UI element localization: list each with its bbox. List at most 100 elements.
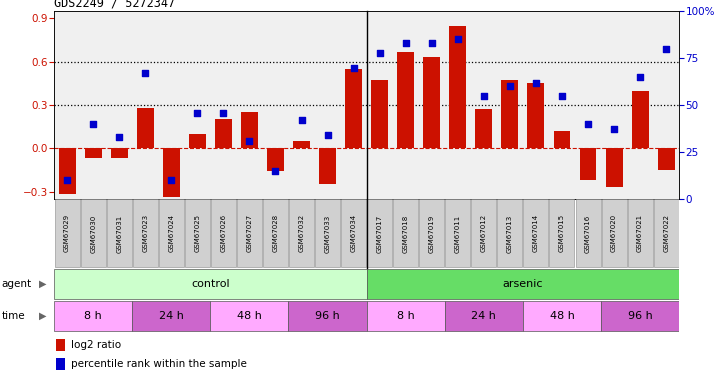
Point	[426, 40, 438, 46]
Point	[348, 64, 359, 70]
Point	[218, 110, 229, 116]
Bar	[627, 200, 653, 267]
Text: 48 h: 48 h	[237, 311, 262, 321]
Point	[452, 36, 464, 42]
Bar	[132, 301, 211, 331]
Text: GSM67017: GSM67017	[376, 214, 383, 253]
Bar	[341, 200, 366, 267]
Text: GSM67020: GSM67020	[611, 214, 617, 252]
Text: percentile rank within the sample: percentile rank within the sample	[71, 359, 247, 369]
Bar	[137, 108, 154, 148]
Bar	[267, 148, 284, 171]
Bar	[423, 57, 441, 148]
Bar	[54, 269, 366, 299]
Text: GSM67024: GSM67024	[168, 214, 174, 252]
Bar	[163, 148, 180, 197]
Bar	[501, 81, 518, 148]
Bar	[366, 301, 445, 331]
Text: GSM67023: GSM67023	[142, 214, 149, 252]
Bar	[319, 148, 336, 184]
Bar	[632, 91, 649, 148]
Bar	[263, 200, 288, 267]
Point	[504, 83, 516, 89]
Point	[296, 117, 307, 123]
Bar	[185, 200, 210, 267]
Bar	[367, 200, 392, 267]
Text: 96 h: 96 h	[315, 311, 340, 321]
Bar	[393, 200, 418, 267]
Bar	[606, 148, 622, 187]
Bar	[497, 200, 523, 267]
Bar	[523, 301, 601, 331]
Bar	[241, 112, 258, 148]
Text: 24 h: 24 h	[472, 311, 496, 321]
Bar	[189, 134, 205, 148]
Text: 48 h: 48 h	[549, 311, 575, 321]
Point	[583, 121, 594, 127]
Point	[609, 126, 620, 132]
Bar	[56, 358, 66, 370]
Point	[139, 70, 151, 76]
Bar	[289, 200, 314, 267]
Text: GSM67021: GSM67021	[637, 214, 643, 252]
Text: 8 h: 8 h	[397, 311, 415, 321]
Point	[166, 177, 177, 183]
Bar	[445, 301, 523, 331]
Text: ▶: ▶	[40, 311, 47, 321]
Text: 96 h: 96 h	[628, 311, 653, 321]
Point	[556, 93, 567, 99]
Point	[478, 93, 490, 99]
Text: GSM67012: GSM67012	[481, 214, 487, 252]
Text: GSM67032: GSM67032	[298, 214, 304, 252]
Text: 24 h: 24 h	[159, 311, 184, 321]
Bar	[446, 200, 470, 267]
Point	[192, 110, 203, 116]
Bar	[658, 148, 675, 170]
Bar	[601, 301, 679, 331]
Bar	[315, 200, 340, 267]
Bar	[554, 131, 570, 148]
Text: GSM67027: GSM67027	[247, 214, 252, 252]
Point	[270, 168, 281, 174]
Bar	[449, 26, 466, 148]
Text: arsenic: arsenic	[503, 279, 543, 289]
Text: ▶: ▶	[40, 279, 47, 289]
Bar	[528, 83, 544, 148]
Bar	[293, 141, 310, 148]
Bar	[601, 200, 627, 267]
Text: GSM67034: GSM67034	[350, 214, 357, 252]
Text: GSM67030: GSM67030	[90, 214, 96, 253]
Text: GSM67016: GSM67016	[585, 214, 591, 253]
Bar	[54, 301, 132, 331]
Text: GSM67022: GSM67022	[663, 214, 669, 252]
Point	[374, 50, 386, 55]
Text: GSM67031: GSM67031	[116, 214, 122, 253]
Text: control: control	[191, 279, 230, 289]
Bar	[475, 110, 492, 148]
Bar	[523, 200, 549, 267]
Text: GSM67015: GSM67015	[559, 214, 565, 252]
Text: GSM67026: GSM67026	[221, 214, 226, 252]
Bar	[211, 301, 288, 331]
Text: log2 ratio: log2 ratio	[71, 340, 121, 350]
Bar	[575, 200, 601, 267]
Bar	[159, 200, 184, 267]
Bar	[56, 339, 66, 351]
Bar	[580, 148, 596, 180]
Text: GDS2249 / 5272347: GDS2249 / 5272347	[54, 0, 175, 9]
Point	[530, 80, 541, 86]
Point	[113, 134, 125, 140]
Text: GSM67011: GSM67011	[455, 214, 461, 253]
Bar	[215, 119, 232, 148]
Bar	[366, 269, 679, 299]
Point	[322, 132, 333, 138]
Bar	[55, 200, 79, 267]
Bar	[654, 200, 678, 267]
Bar	[371, 81, 388, 148]
Text: GSM67025: GSM67025	[195, 214, 200, 252]
Bar	[133, 200, 158, 267]
Point	[244, 138, 255, 144]
Bar	[81, 200, 106, 267]
Point	[87, 121, 99, 127]
Bar	[58, 148, 76, 194]
